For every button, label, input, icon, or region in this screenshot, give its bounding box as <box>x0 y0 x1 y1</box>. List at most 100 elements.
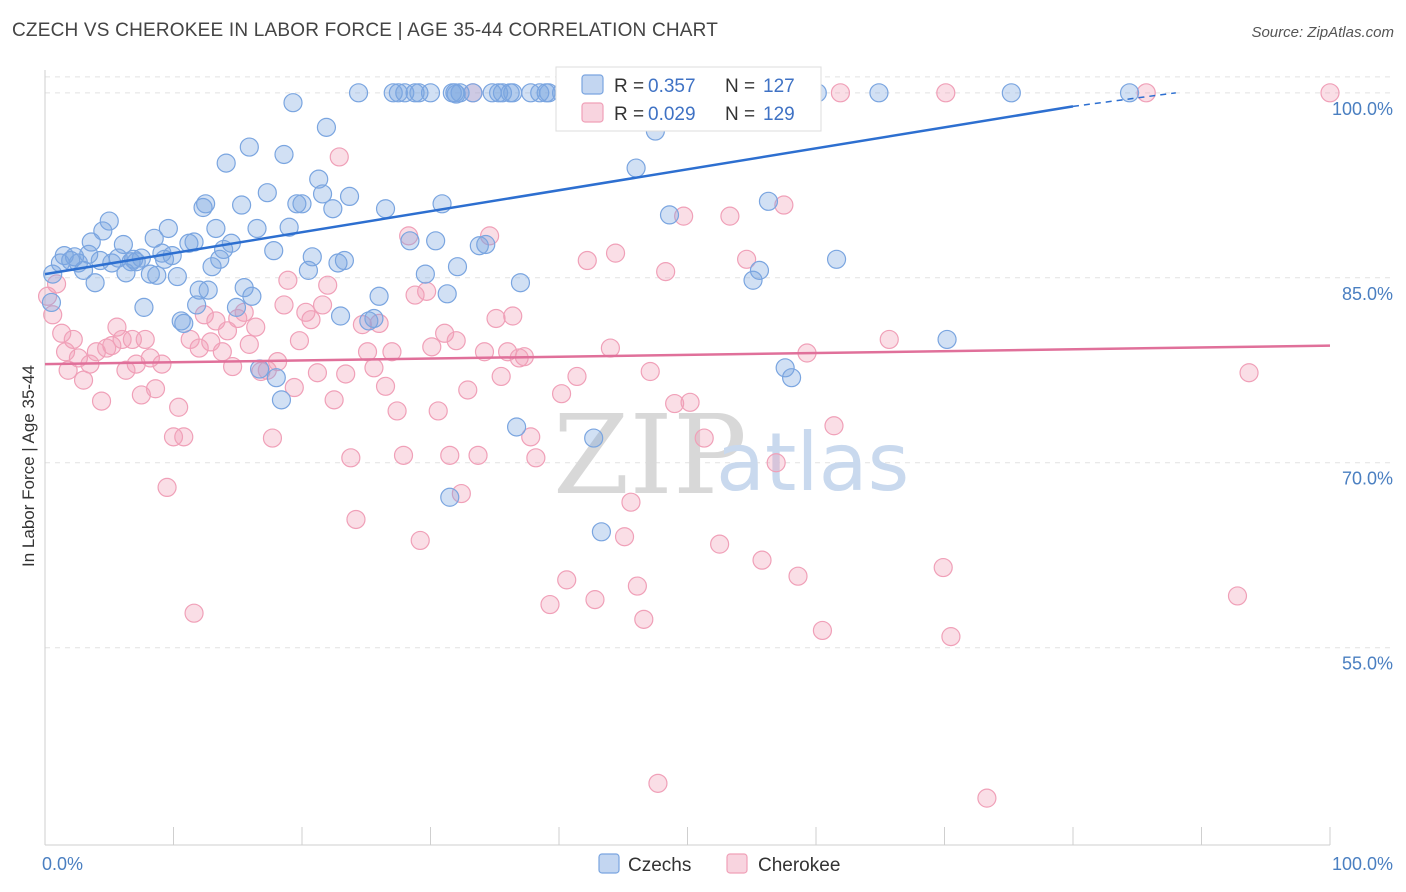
y-tick-label: 100.0% <box>1332 99 1393 119</box>
cherokee-point <box>1320 83 1340 103</box>
cherokee-point <box>135 329 155 350</box>
cherokee-point <box>58 360 78 380</box>
cherokee-point <box>274 295 294 315</box>
points-cherokee <box>37 83 1340 808</box>
cherokee-point <box>157 477 177 498</box>
czech-point <box>247 218 267 239</box>
cherokee-point <box>410 530 430 551</box>
cherokee-point <box>174 427 194 447</box>
cherokee-point <box>458 380 478 400</box>
stats-czech-r-value: 0.357 <box>648 76 696 97</box>
czech-point <box>775 358 795 378</box>
cherokee-point <box>468 445 488 465</box>
czech-point <box>198 280 218 300</box>
stats-cherokee-n-value: 129 <box>763 104 795 125</box>
czech-point <box>140 264 160 284</box>
czech-point <box>302 247 322 267</box>
czech-point <box>323 199 343 219</box>
czech-point <box>287 194 307 214</box>
cherokee-point <box>551 384 572 404</box>
cherokee-point <box>812 620 833 641</box>
cherokee-trend-line <box>44 344 1331 366</box>
cherokee-point <box>246 317 266 337</box>
cherokee-point <box>634 609 654 629</box>
czech-point <box>463 83 483 103</box>
x-axis: 0.0% 100.0% <box>42 70 1393 874</box>
cherokee-point <box>278 270 298 290</box>
czech-point <box>266 368 286 388</box>
cherokee-point <box>451 483 471 504</box>
cherokee-point <box>301 310 321 330</box>
czech-point <box>202 257 222 277</box>
cherokee-point <box>446 331 466 351</box>
czech-point <box>447 257 468 277</box>
czech-point <box>113 234 133 255</box>
czech-point <box>420 83 441 103</box>
czech-point <box>134 297 154 317</box>
czech-point <box>171 311 191 331</box>
cherokee-point <box>97 338 117 358</box>
cherokee-point <box>52 323 72 343</box>
cherokee-point <box>521 427 541 447</box>
cherokee-point <box>640 361 660 382</box>
czech-point <box>400 231 420 251</box>
stats-czech-n-label: N = <box>725 76 755 97</box>
czech-point <box>264 241 284 261</box>
cherokee-point <box>435 323 455 343</box>
czech-point <box>216 153 236 173</box>
cherokee-point <box>364 358 384 378</box>
cherokee-point <box>382 342 402 362</box>
stats-box: R = 0.357 N = 127 R = 0.029 N = 129 <box>555 66 822 132</box>
czech-point <box>415 264 435 284</box>
cherokee-point <box>674 206 694 226</box>
cherokee-point <box>262 428 283 448</box>
czech-point <box>469 236 489 256</box>
cherokee-point <box>91 391 112 411</box>
czech-point <box>242 286 262 306</box>
y-axis-title: In Labor Force | Age 35-44 <box>19 365 38 567</box>
y-tick-label: 70.0% <box>1342 469 1393 489</box>
cherokee-point <box>194 305 214 325</box>
stats-box-frame <box>555 66 822 132</box>
czech-point <box>359 311 379 331</box>
czech-point <box>147 265 167 285</box>
cherokee-point <box>474 342 495 362</box>
cherokee-point <box>621 492 641 512</box>
cherokee-point <box>329 147 349 167</box>
cherokee-point <box>720 206 740 226</box>
cherokee-point <box>1136 83 1156 103</box>
cherokee-point <box>824 416 844 436</box>
y-tick-label: 55.0% <box>1342 654 1393 674</box>
cherokee-point <box>417 281 437 301</box>
cherokee-point <box>585 590 605 610</box>
czech-point <box>369 286 389 306</box>
stats-czech-n-value: 127 <box>763 76 795 97</box>
cherokee-point <box>680 392 700 412</box>
legend: Czechs Cherokee <box>598 853 840 876</box>
legend-label-czech: Czechs <box>628 855 691 876</box>
cherokee-point <box>375 376 396 396</box>
cherokee-point <box>393 445 414 465</box>
stats-czech-r-label: R = <box>614 76 644 97</box>
cherokee-point <box>752 550 772 570</box>
cherokee-point <box>540 594 560 615</box>
czech-point <box>232 195 252 215</box>
cherokee-point <box>526 448 546 468</box>
czech-point <box>239 137 259 157</box>
czech-point <box>257 183 277 203</box>
cherokee-point <box>307 363 328 383</box>
chart-title: CZECH VS CHEROKEE IN LABOR FORCE | AGE 3… <box>12 20 719 41</box>
cherokee-point <box>830 83 851 103</box>
cherokee-point <box>486 308 506 329</box>
czech-point <box>79 244 99 264</box>
cherokee-point <box>163 427 184 447</box>
cherokee-point <box>289 331 310 351</box>
czech-point <box>249 359 270 379</box>
czech-point <box>591 522 612 542</box>
czech-point <box>334 250 355 271</box>
czech-point <box>339 186 360 207</box>
legend-swatch-czech <box>598 853 620 874</box>
czech-point <box>292 194 312 214</box>
czech-point <box>312 184 333 204</box>
